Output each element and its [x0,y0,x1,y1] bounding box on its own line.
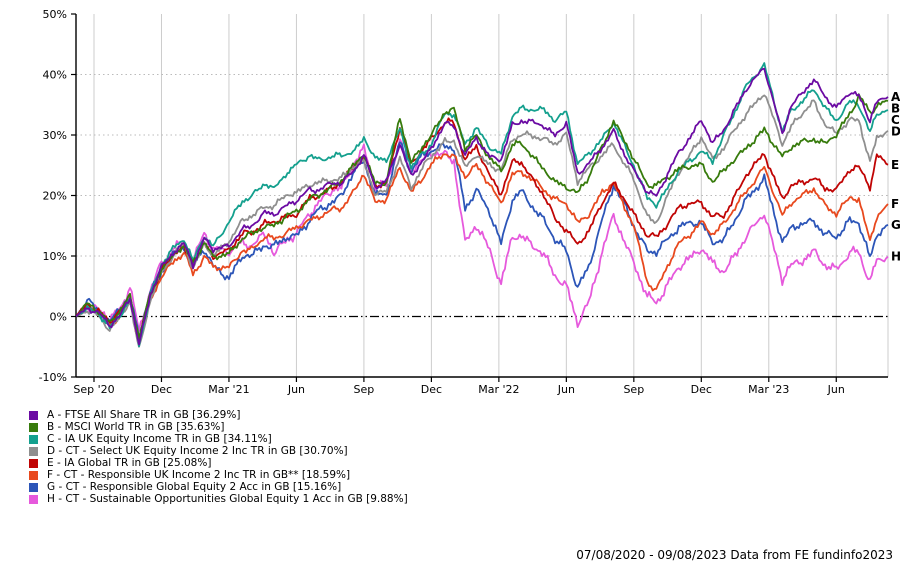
legend-item-D: D - CT - Select UK Equity Income 2 Inc T… [29,445,408,457]
x-tick-label: Dec [421,383,442,396]
legend-swatch-G [29,482,38,492]
footer-attribution: 07/08/2020 - 09/08/2023 Data from FE fun… [576,548,893,562]
x-tick-label: Dec [691,383,712,396]
legend-label-D: D - CT - Select UK Equity Income 2 Inc T… [47,445,348,457]
series-line-G [76,141,889,341]
series-end-label-D: D [891,124,900,138]
legend-swatch-D [29,446,38,456]
x-tick-label: Sep [623,383,644,396]
series-end-label-B: B [891,101,900,115]
y-tick-label: 20% [43,190,67,203]
series-line-H [76,138,889,332]
legend-label-E: E - IA Global TR in GB [25.08%] [47,457,212,469]
axes: 50% 40% 30% 20% 10% 0% -10% Sep '20 Dec Mar '21 Ju… [39,8,888,396]
series-end-label-F: F [891,197,899,211]
series-line-A [76,67,889,346]
x-tick-label: Jun [287,383,305,396]
series-line-D [76,94,889,348]
series-line-F [76,153,889,347]
x-tick-label: Mar '23 [748,383,789,396]
legend-label-B: B - MSCI World TR in GB [35.63%] [47,421,225,433]
x-tick-label: Mar '22 [478,383,519,396]
x-tick-label: Sep '20 [73,383,114,396]
series-line-C [76,62,889,348]
legend-item-F: F - CT - Responsible UK Income 2 Inc TR … [29,469,408,481]
series-end-label-C: C [891,113,900,127]
x-tick-label: Sep [354,383,375,396]
legend-swatch-E [29,458,38,468]
legend-item-C: C - IA UK Equity Income TR in GB [34.11%… [29,433,408,445]
legend-item-E: E - IA Global TR in GB [25.08%] [29,457,408,469]
legend-item-H: H - CT - Sustainable Opportunities Globa… [29,493,408,505]
legend-swatch-A [29,410,38,420]
x-tick-label: Mar '21 [208,383,249,396]
legend-label-G: G - CT - Responsible Global Equity 2 Acc… [47,481,342,493]
legend-swatch-H [29,494,38,504]
series-end-label-A: A [891,90,900,104]
series-end-label-E: E [891,158,899,172]
x-tick-label: Jun [557,383,575,396]
series-end-label-H: H [891,250,900,264]
legend-item-A: A - FTSE All Share TR in GB [36.29%] [29,409,408,421]
series-lines [76,62,889,348]
chart-legend: A - FTSE All Share TR in GB [36.29%] B - … [29,409,408,505]
y-tick-label: 30% [43,129,67,142]
x-tick-label: Dec [151,383,172,396]
series-line-E [76,117,889,341]
y-tick-label: 10% [43,250,67,263]
series-end-label-G: G [891,218,900,232]
y-tick-label: 50% [43,8,67,21]
legend-label-A: A - FTSE All Share TR in GB [36.29%] [47,409,241,421]
legend-item-B: B - MSCI World TR in GB [35.63%] [29,421,408,433]
legend-item-G: G - CT - Responsible Global Equity 2 Acc… [29,481,408,493]
legend-swatch-B [29,422,38,432]
legend-label-C: C - IA UK Equity Income TR in GB [34.11%… [47,433,272,445]
legend-swatch-F [29,470,38,480]
legend-swatch-C [29,434,38,444]
x-tick-label: Jun [827,383,845,396]
legend-label-H: H - CT - Sustainable Opportunities Globa… [47,493,408,505]
series-line-B [76,93,889,340]
legend-label-F: F - CT - Responsible UK Income 2 Inc TR … [47,469,351,481]
grid [76,14,889,377]
y-tick-label: -10% [39,371,67,384]
y-tick-label: 0% [50,311,67,324]
y-tick-label: 40% [43,69,67,82]
